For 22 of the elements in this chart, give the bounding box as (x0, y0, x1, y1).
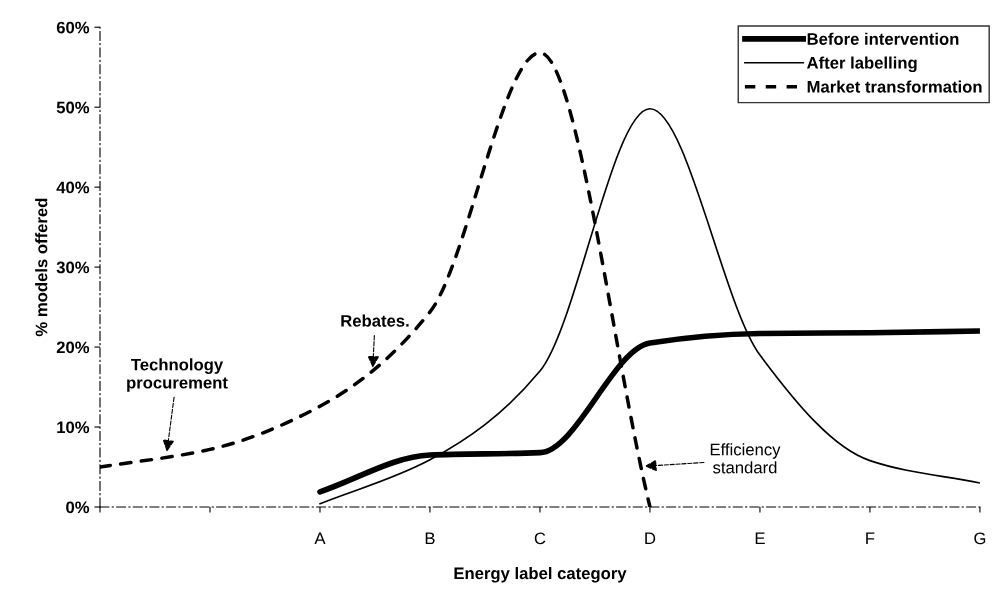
x-tick-label: D (645, 532, 656, 545)
y-tick-label: 40% (56, 181, 90, 194)
y-tick-label: 30% (56, 261, 90, 274)
x-tick-label: A (314, 532, 326, 545)
x-tick-label: E (755, 532, 765, 545)
annotation: Technology procurement (127, 358, 228, 392)
y-tick-label: 50% (56, 101, 90, 114)
annotation: Rebates. (341, 314, 409, 327)
x-tick-label: B (425, 532, 435, 545)
x-axis-title: Energy label category (454, 566, 627, 583)
legend-label: After labelling (806, 56, 917, 73)
y-tick-label: 60% (56, 21, 90, 34)
y-tick-label: 10% (57, 421, 90, 434)
x-tick-label: C (534, 532, 546, 545)
legend-label: Before intervention (807, 32, 959, 45)
x-tick-label: F (866, 532, 875, 545)
y-tick-label: 20% (56, 341, 90, 354)
y-axis-title: % models offered (35, 198, 48, 337)
annotation: Efficiency standard (710, 443, 781, 474)
y-tick-label: 0% (66, 501, 90, 514)
x-tick-label: G (974, 532, 986, 545)
legend-label: Market transformation (807, 80, 982, 93)
